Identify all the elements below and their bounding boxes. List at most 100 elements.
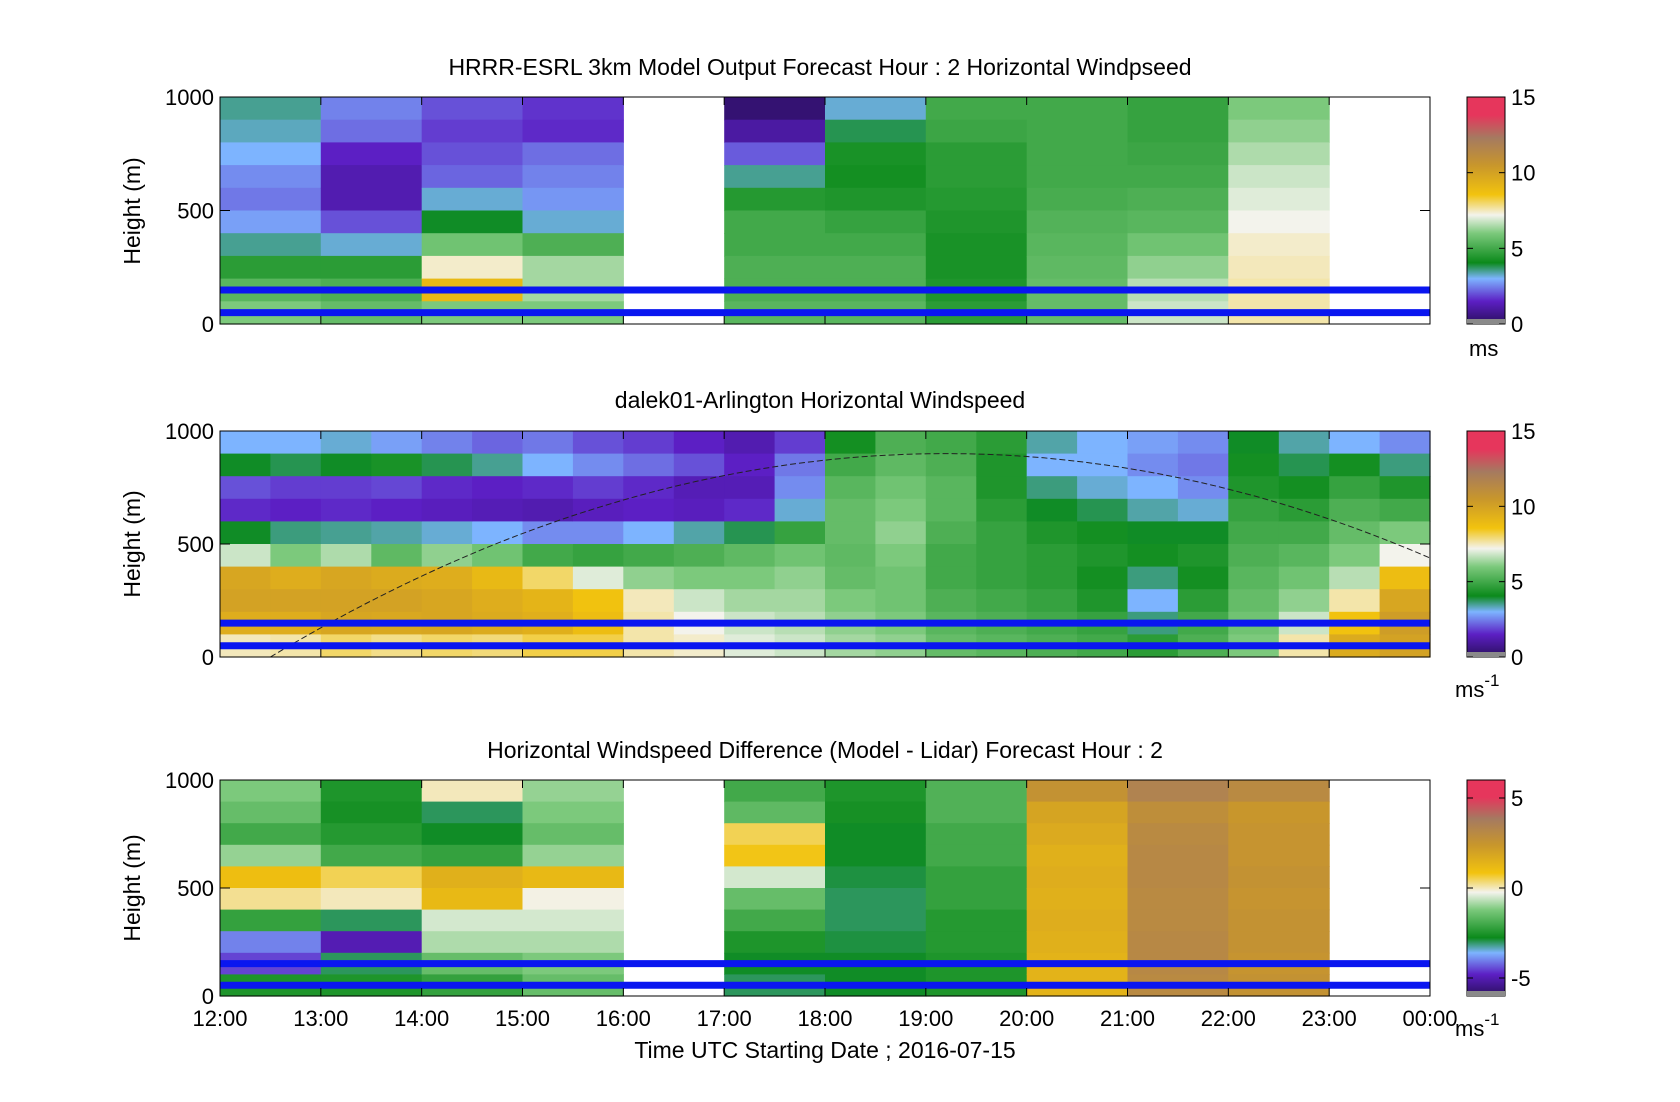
- heatmap-cell: [1077, 453, 1129, 477]
- heatmap-cell: [1026, 453, 1078, 477]
- heatmap-cell: [572, 521, 624, 545]
- panel-model-reference-lines: [220, 286, 1430, 317]
- heatmap-cell: [220, 823, 322, 846]
- heatmap-cell: [220, 119, 322, 143]
- y-tick-label: 1000: [165, 85, 214, 110]
- colorbar-tick-label: 5: [1511, 786, 1523, 811]
- heatmap-cell: [472, 476, 524, 500]
- heatmap-cell: [825, 165, 927, 189]
- panel-difference-ylabel: Height (m): [119, 834, 145, 941]
- colorbar-missing-swatch: [1467, 991, 1505, 996]
- heatmap-cell: [724, 801, 826, 824]
- heatmap-cell: [1228, 844, 1330, 867]
- heatmap-cell: [1329, 566, 1381, 590]
- colorbar-bar: [1466, 96, 1506, 325]
- heatmap-cell: [1228, 119, 1330, 143]
- heatmap-cell: [1127, 142, 1229, 166]
- panel-difference-colorbar: -5 0 5 ms-1: [1455, 779, 1531, 1041]
- heatmap-cell: [220, 453, 271, 477]
- heatmap-cell: [976, 521, 1028, 545]
- panel-difference-x-ticks: 12:00 13:00 14:00 15:00 16:00 17:00 18:00 19:00…: [192, 780, 1458, 1031]
- y-tick-label: 1000: [165, 419, 214, 444]
- heatmap-cell: [522, 498, 574, 522]
- heatmap-cell: [1228, 931, 1330, 954]
- heatmap-cell: [724, 97, 826, 121]
- heatmap-cell: [522, 589, 574, 613]
- heatmap-cell: [875, 431, 927, 455]
- heatmap-cell: [1026, 589, 1078, 613]
- heatmap-cell: [1127, 544, 1179, 568]
- heatmap-cell: [825, 844, 927, 867]
- heatmap-cell: [1228, 498, 1280, 522]
- heatmap-cell: [572, 453, 624, 477]
- heatmap-cell: [1127, 431, 1179, 455]
- heatmap-cell: [1026, 97, 1129, 121]
- heatmap-cell: [1278, 453, 1330, 477]
- x-axis-label: Time UTC Starting Date ; 2016-07-15: [634, 1037, 1015, 1063]
- heatmap-cell: [825, 801, 927, 824]
- heatmap-cell: [522, 931, 624, 954]
- heatmap-cell: [1228, 142, 1330, 166]
- heatmap-cell: [1228, 233, 1330, 257]
- heatmap-cell: [220, 909, 322, 932]
- heatmap-cell: [1127, 476, 1179, 500]
- heatmap-cell: [421, 544, 473, 568]
- heatmap-cell: [472, 566, 524, 590]
- heatmap-cell: [472, 589, 524, 613]
- heatmap-cell: [1077, 544, 1129, 568]
- heatmap-cell: [673, 431, 725, 455]
- panel-lidar-title: dalek01-Arlington Horizontal Windspeed: [615, 387, 1025, 413]
- heatmap-cell: [724, 119, 826, 143]
- heatmap-cell: [572, 589, 624, 613]
- heatmap-cell: [623, 521, 675, 545]
- heatmap-cell: [925, 255, 1028, 280]
- heatmap-cell: [421, 888, 524, 911]
- heatmap-cell: [925, 476, 977, 500]
- heatmap-cell: [320, 589, 372, 613]
- heatmap-cell: [522, 521, 574, 545]
- heatmap-cell: [371, 476, 423, 500]
- mixing-height-curve: [270, 453, 1431, 658]
- heatmap-cell: [1026, 142, 1129, 166]
- heatmap-cell: [724, 210, 826, 234]
- heatmap-cell: [522, 187, 624, 212]
- colorbar-tick-label: 10: [1511, 494, 1535, 519]
- heatmap-cell: [371, 544, 423, 568]
- heatmap-cell: [825, 589, 876, 613]
- heatmap-cell: [825, 823, 927, 846]
- heatmap-cell: [421, 589, 473, 613]
- panel-lidar: dalek01-Arlington Horizontal Windspeed 0…: [119, 387, 1535, 702]
- heatmap-cell: [623, 498, 675, 522]
- heatmap-cell: [825, 780, 927, 803]
- heatmap-cell: [1379, 453, 1431, 477]
- panel-model-colorbar: 0 5 10 15 ms: [1466, 85, 1535, 361]
- heatmap-cell: [673, 453, 725, 477]
- heatmap-cell: [976, 589, 1028, 613]
- heatmap-cell: [925, 431, 977, 455]
- heatmap-cell: [1127, 453, 1179, 477]
- heatmap-cell: [875, 589, 927, 613]
- heatmap-cell: [1127, 165, 1229, 189]
- heatmap-cell: [421, 931, 524, 954]
- heatmap-cell: [421, 187, 524, 212]
- heatmap-cell: [472, 498, 524, 522]
- heatmap-cell: [320, 931, 423, 954]
- heatmap-cell: [724, 233, 826, 257]
- heatmap-cell: [320, 165, 423, 189]
- heatmap-cell: [220, 476, 271, 500]
- heatmap-cell: [774, 476, 826, 500]
- heatmap-cell: [1278, 521, 1330, 545]
- heatmap-cell: [421, 97, 524, 121]
- panel-model-x-ticks: [219, 97, 1431, 324]
- heatmap-cell: [825, 931, 927, 954]
- heatmap-cell: [522, 142, 624, 166]
- heatmap-cell: [825, 476, 876, 500]
- heatmap-cell: [1278, 476, 1330, 500]
- panel-lidar-y-ticks: 0 500 1000: [165, 419, 1430, 670]
- heatmap-cell: [1329, 498, 1381, 522]
- heatmap-cell: [774, 566, 826, 590]
- heatmap-cell: [220, 780, 322, 803]
- heatmap-cell: [1278, 589, 1330, 613]
- heatmap-cell: [421, 844, 524, 867]
- x-tick-label: 19:00: [898, 1006, 953, 1031]
